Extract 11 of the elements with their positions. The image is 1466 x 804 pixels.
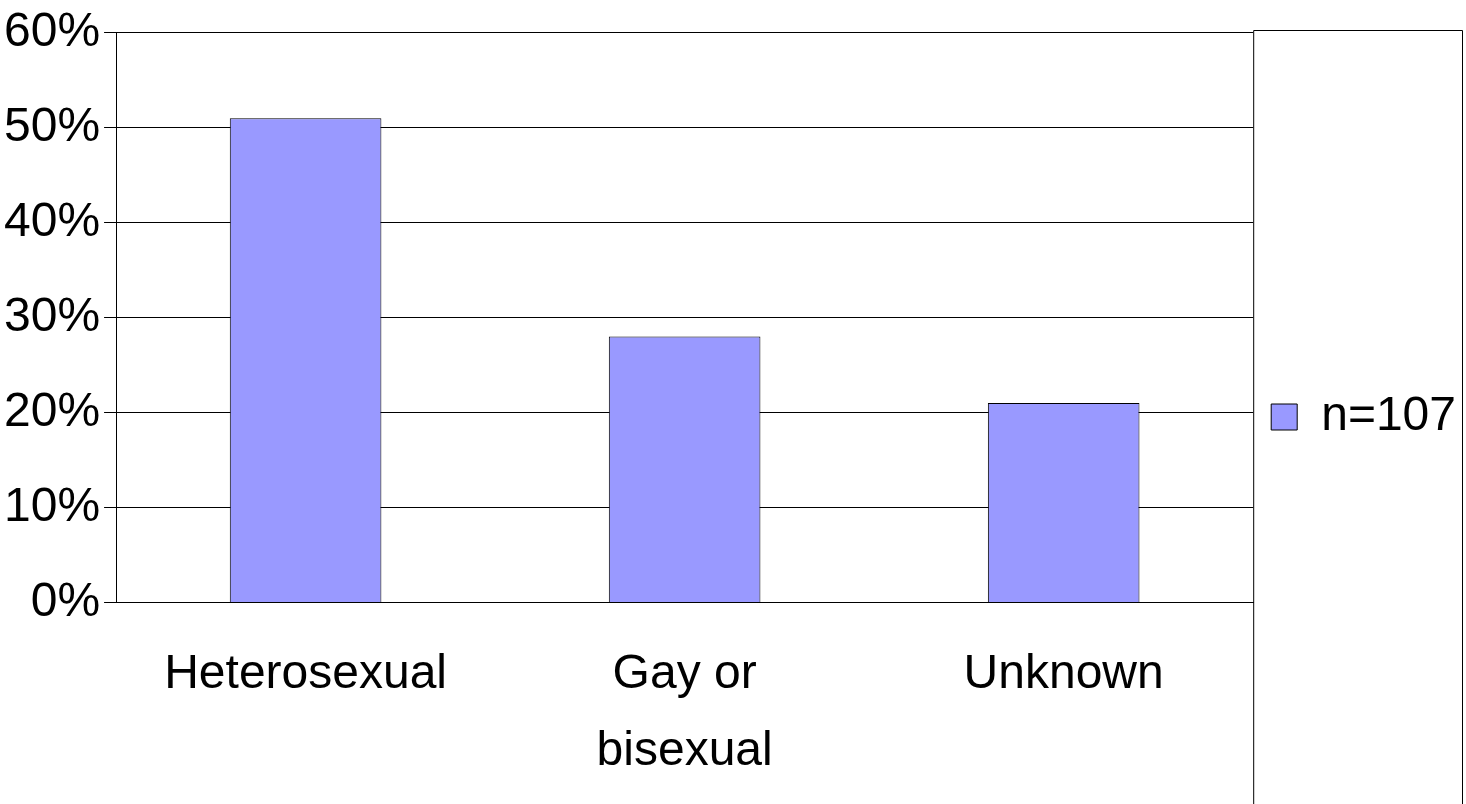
y-tick-label: 10% — [3, 477, 101, 531]
y-tick-label: 60% — [3, 3, 101, 57]
legend-label: n=107 — [1321, 387, 1456, 441]
y-tick-label: 50% — [3, 97, 101, 151]
x-tick-label: Heterosexual — [164, 645, 447, 699]
x-tick-label: Gay or bisexual — [596, 645, 773, 775]
y-tick-label: 0% — [30, 572, 101, 626]
y-tick-label: 40% — [3, 192, 101, 246]
y-tick-label: 30% — [3, 287, 101, 341]
x-tick-label: Unknown — [963, 645, 1164, 699]
y-tick-label: 20% — [3, 382, 101, 436]
